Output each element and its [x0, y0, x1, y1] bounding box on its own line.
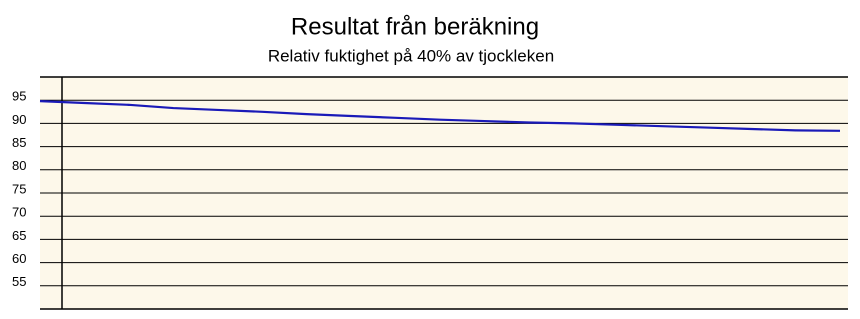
y-tick-label: 65 [12, 228, 26, 243]
y-tick-label: 70 [12, 205, 26, 220]
y-tick-label: 75 [12, 181, 26, 196]
y-tick-label: 55 [12, 274, 26, 289]
chart-subtitle: Relativ fuktighet på 40% av tjockleken [268, 46, 554, 65]
chart-title: Resultat från beräkning [291, 13, 539, 40]
y-tick-label: 60 [12, 251, 26, 266]
y-tick-label: 90 [12, 112, 26, 127]
data-line [39, 100, 841, 132]
y-tick-label: 95 [12, 89, 26, 104]
y-tick-label: 85 [12, 135, 26, 150]
y-tick-label: 80 [12, 158, 26, 173]
